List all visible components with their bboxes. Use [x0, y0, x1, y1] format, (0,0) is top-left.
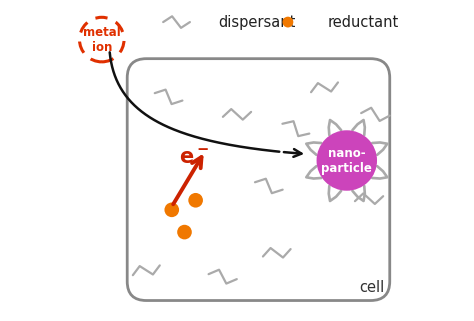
FancyBboxPatch shape [127, 59, 390, 300]
Text: dispersant: dispersant [218, 14, 295, 30]
Circle shape [317, 130, 377, 191]
Circle shape [283, 17, 293, 28]
Text: $\mathbf{e^-}$: $\mathbf{e^-}$ [179, 147, 209, 167]
Circle shape [188, 193, 203, 208]
Text: nano-
particle: nano- particle [321, 146, 372, 175]
Circle shape [177, 225, 192, 239]
Text: reductant: reductant [328, 14, 399, 30]
Circle shape [80, 17, 124, 62]
Text: metal
ion: metal ion [83, 26, 120, 54]
Circle shape [164, 203, 179, 217]
Text: cell: cell [360, 280, 385, 295]
